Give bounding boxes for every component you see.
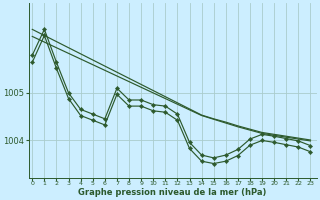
X-axis label: Graphe pression niveau de la mer (hPa): Graphe pression niveau de la mer (hPa) [78, 188, 267, 197]
